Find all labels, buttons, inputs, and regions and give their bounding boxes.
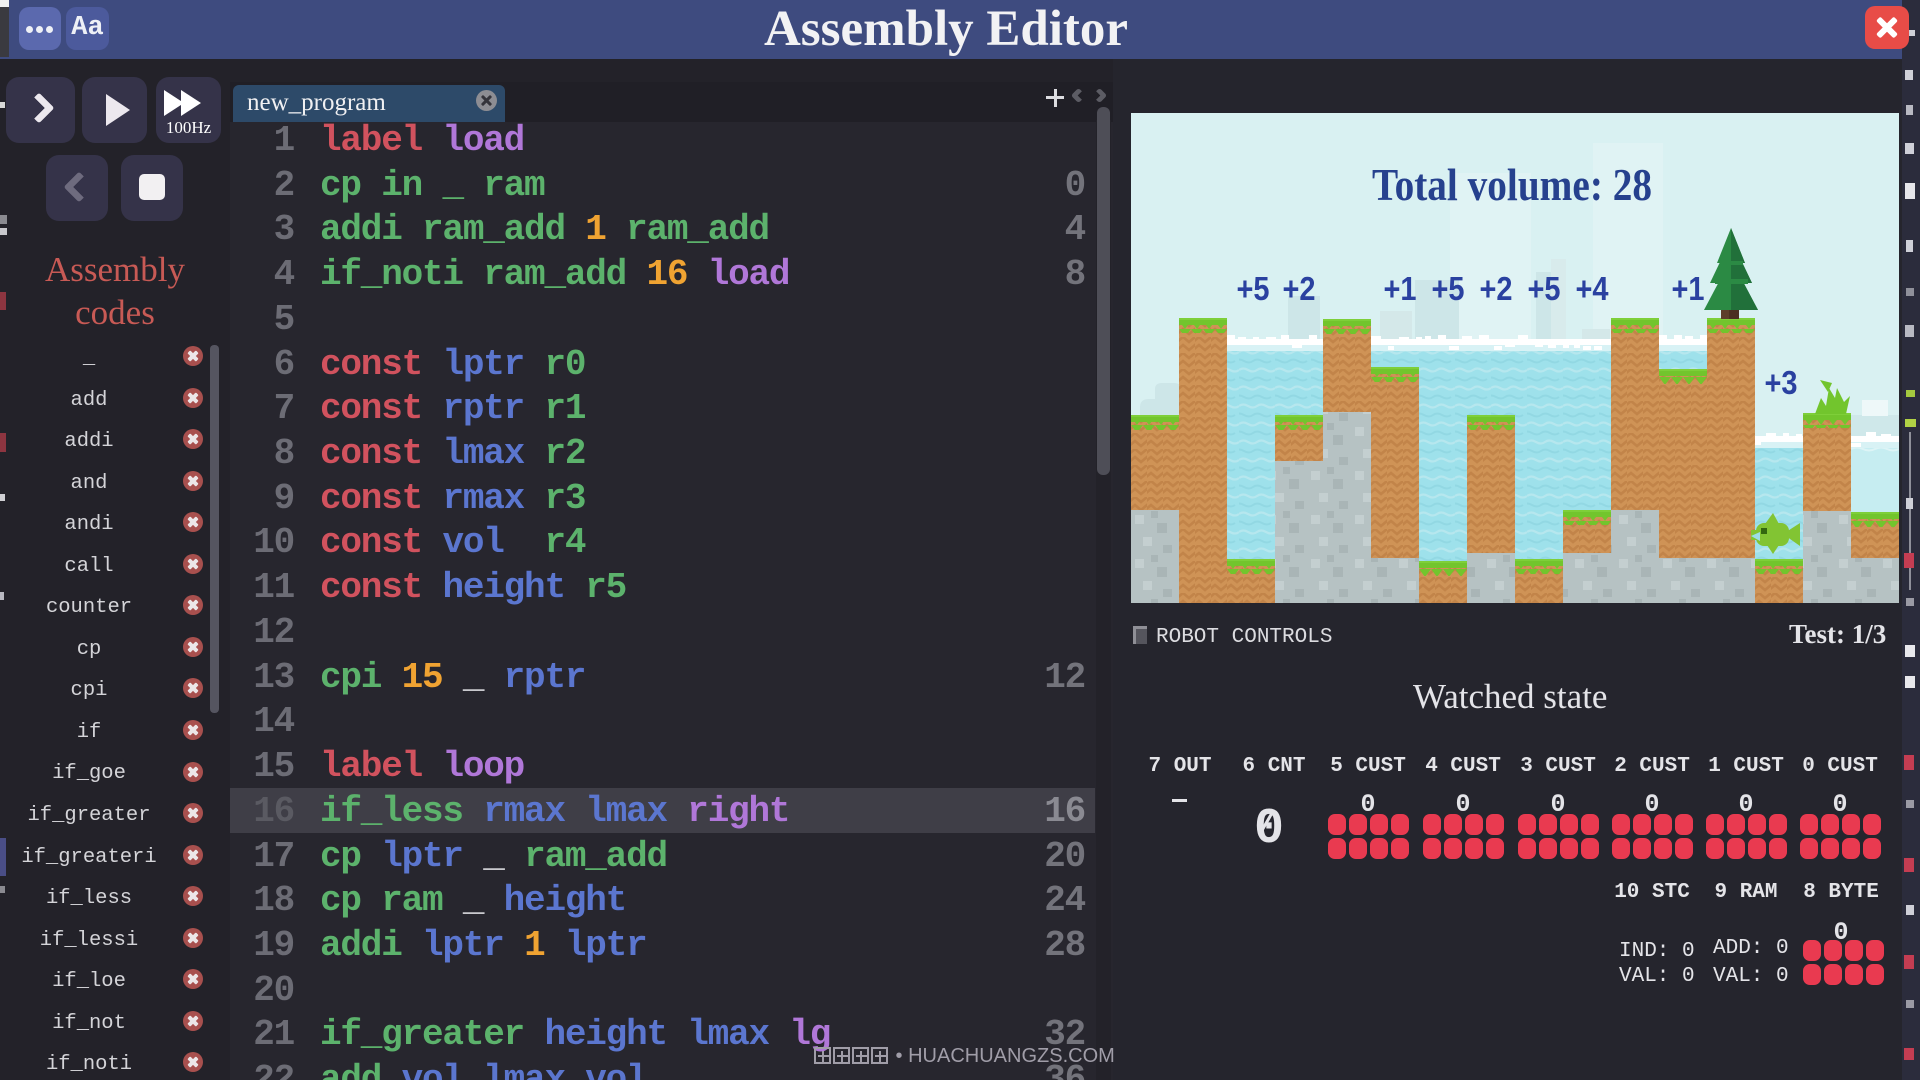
svg-text:+2: +2 — [1480, 270, 1513, 307]
svg-text:+4: +4 — [1576, 270, 1610, 307]
svg-text:+3: +3 — [1765, 364, 1798, 401]
svg-text:+1: +1 — [1672, 270, 1705, 307]
svg-text:+5: +5 — [1432, 270, 1465, 307]
svg-text:+2: +2 — [1283, 270, 1316, 307]
svg-text:+5: +5 — [1528, 270, 1561, 307]
svg-text:Total volume: 28: Total volume: 28 — [1372, 159, 1652, 210]
svg-text:+5: +5 — [1237, 270, 1270, 307]
svg-text:+1: +1 — [1384, 270, 1417, 307]
